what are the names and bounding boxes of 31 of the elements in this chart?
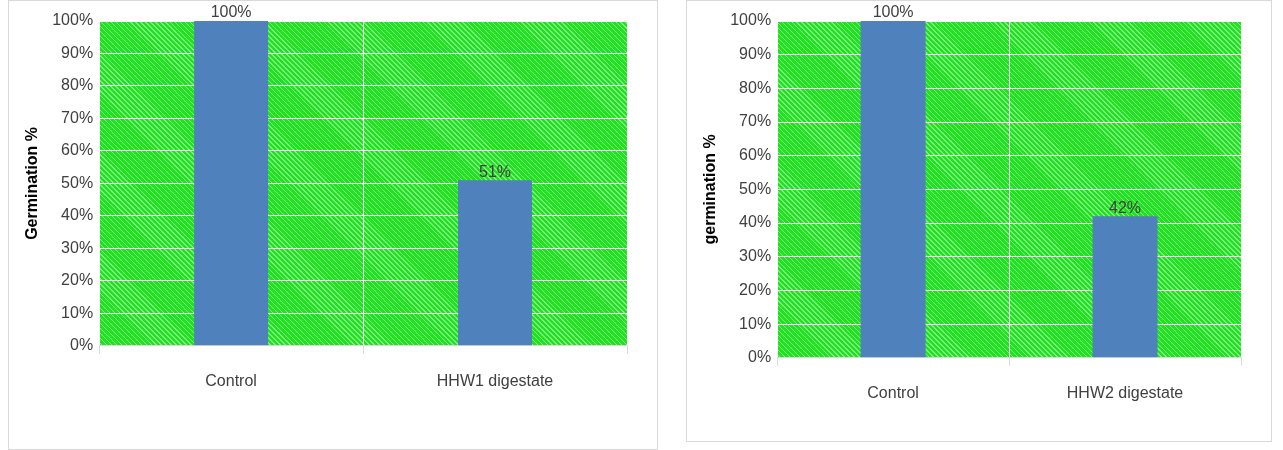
x-tick-label: Control — [205, 371, 257, 389]
y-tick-label: 70% — [739, 112, 772, 130]
y-tick-label: 90% — [61, 43, 94, 61]
data-label: 100% — [210, 3, 252, 21]
data-label: 42% — [1109, 198, 1142, 216]
y-tick-label: 50% — [739, 179, 772, 197]
y-axis-title: Germination % — [23, 126, 41, 240]
y-tick-label: 20% — [739, 280, 772, 298]
y-tick-label: 10% — [739, 314, 772, 332]
y-tick-label: 60% — [61, 141, 94, 159]
y-tick-label: 0% — [748, 348, 772, 366]
y-tick-label: 90% — [739, 45, 772, 63]
y-tick-label: 80% — [739, 78, 772, 96]
y-tick-label: 40% — [739, 213, 772, 231]
y-tick-label: 70% — [61, 108, 94, 126]
x-tick-label: Control — [867, 383, 919, 401]
y-tick-label: 100% — [730, 11, 772, 29]
y-tick-label: 0% — [70, 336, 94, 354]
y-tick-label: 50% — [61, 173, 94, 191]
y-tick-label: 80% — [61, 76, 94, 94]
data-label: 100% — [872, 3, 914, 21]
x-tick-label: HHW1 digestate — [436, 371, 554, 389]
y-tick-label: 40% — [61, 206, 94, 224]
y-axis-title: germination % — [701, 134, 719, 245]
y-tick-label: 60% — [739, 146, 772, 164]
y-tick-label: 100% — [52, 11, 94, 29]
y-tick-label: 20% — [61, 271, 94, 289]
y-tick-label: 30% — [739, 247, 772, 265]
y-tick-label: 10% — [61, 303, 94, 321]
y-tick-label: 30% — [61, 238, 94, 256]
x-tick-label: HHW2 digestate — [1066, 383, 1184, 401]
